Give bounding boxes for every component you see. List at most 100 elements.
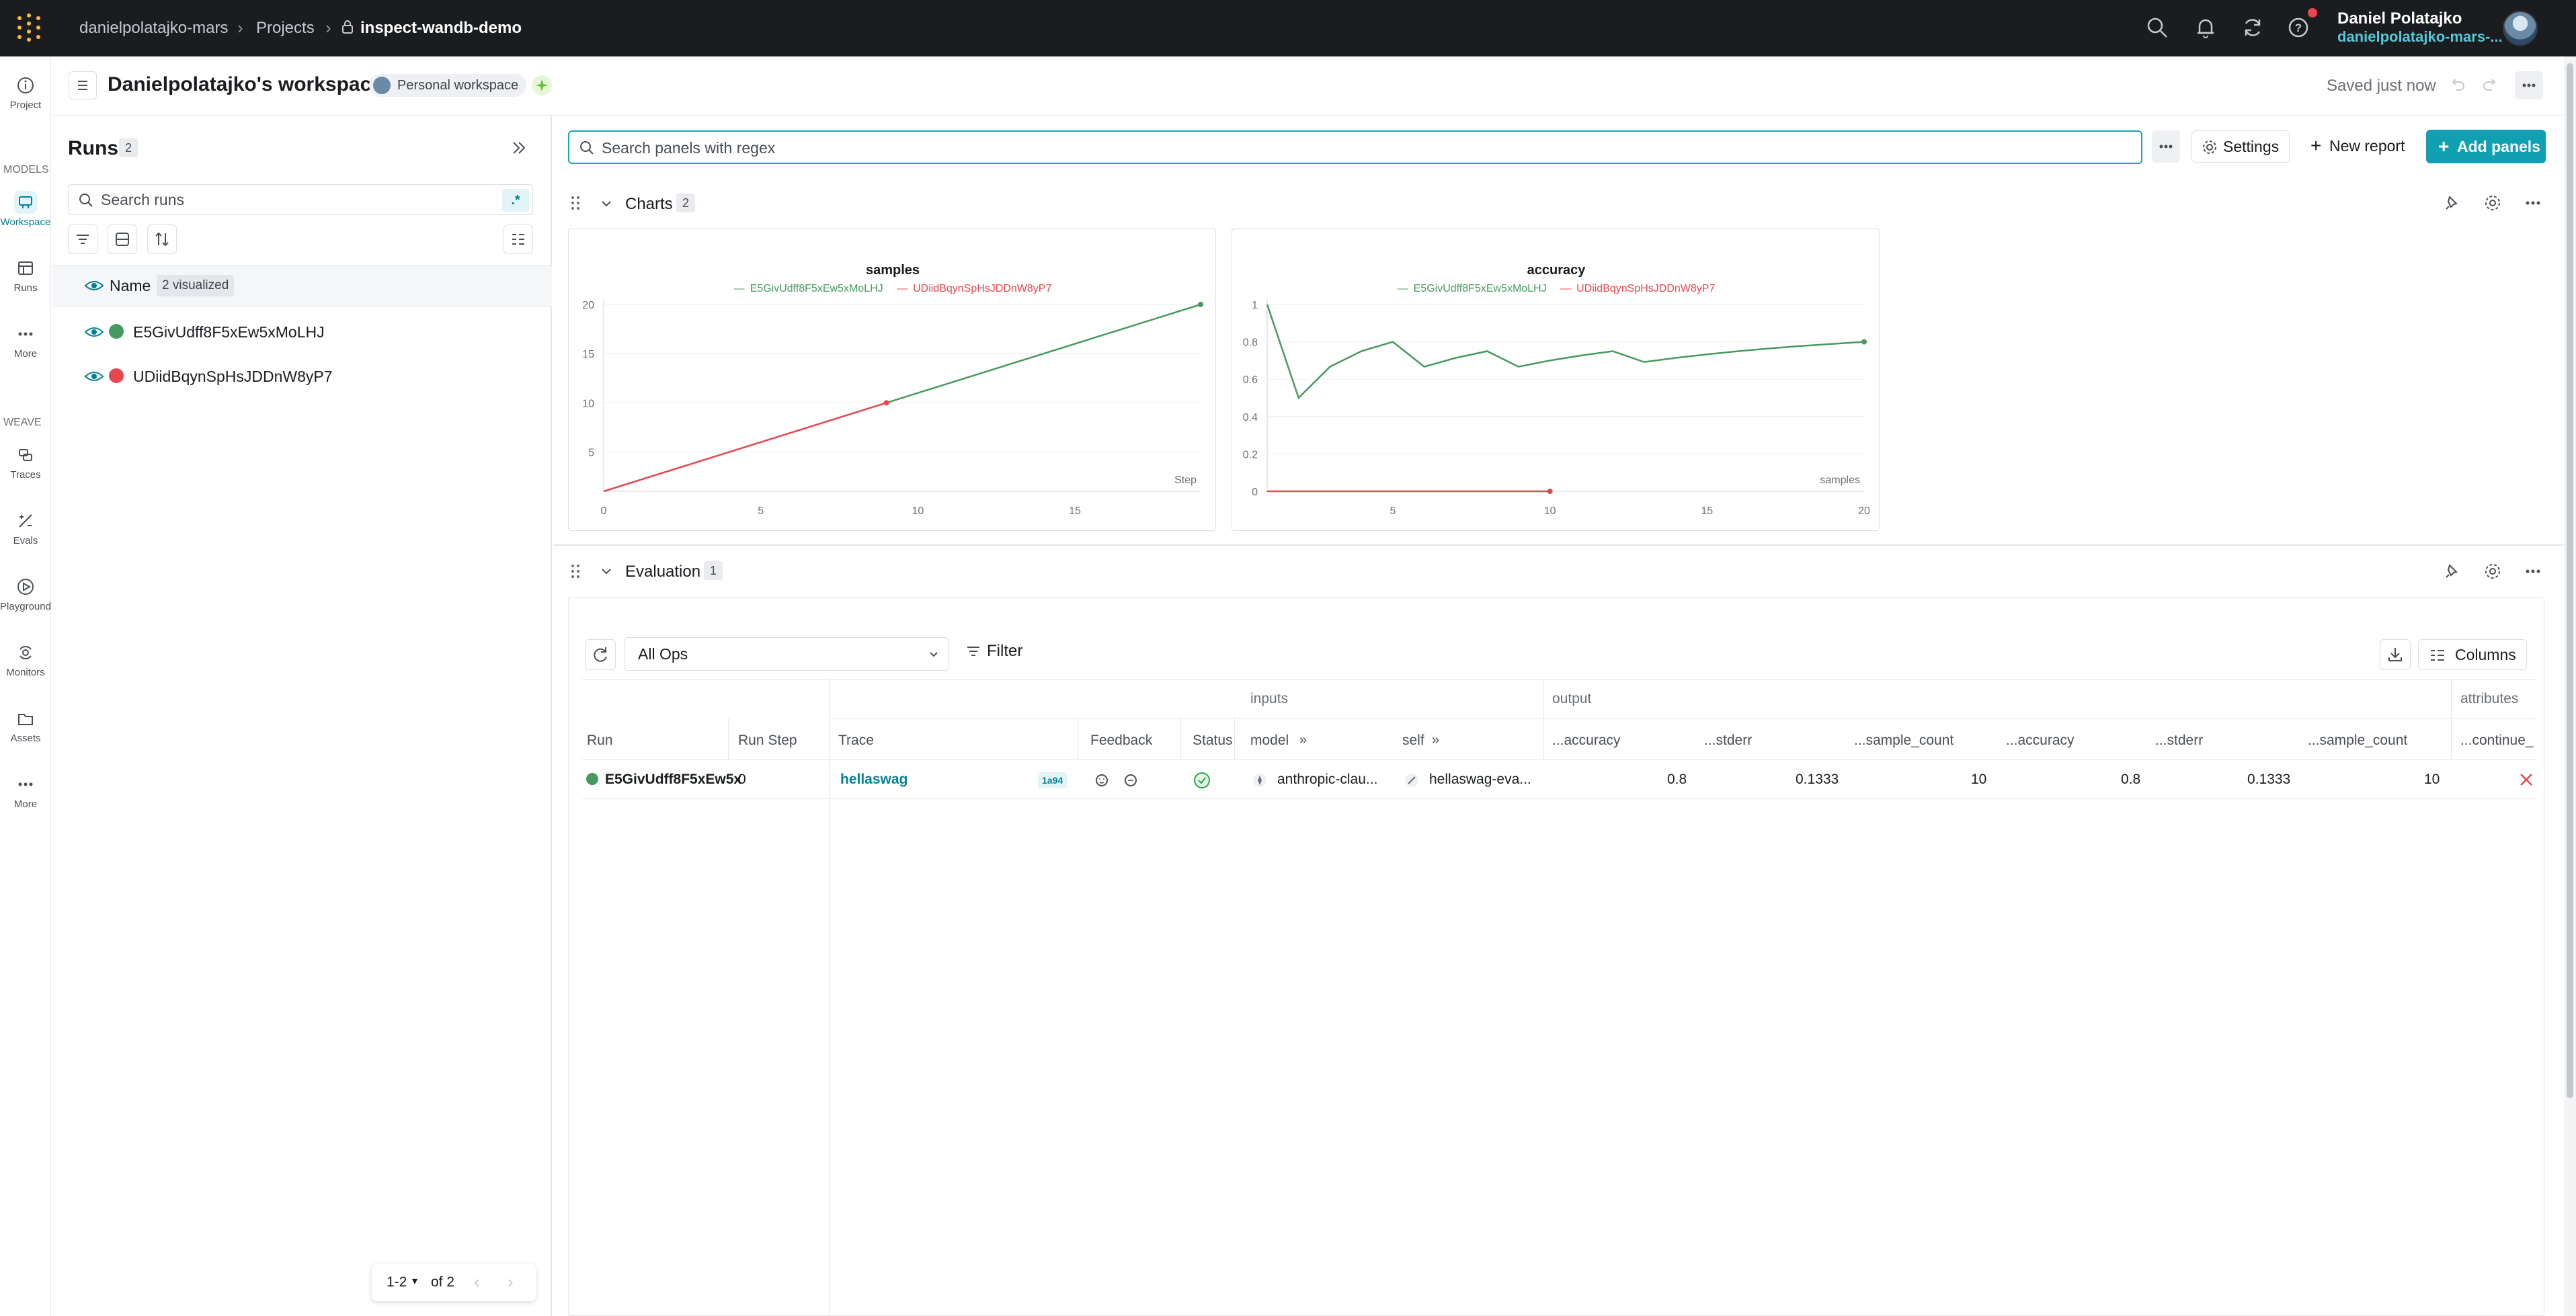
- main-scrollbar[interactable]: [2564, 56, 2576, 1316]
- nav-playground[interactable]: Playground: [0, 575, 51, 612]
- column-header-continue[interactable]: ...continue_: [2460, 733, 2534, 748]
- refresh-button[interactable]: [585, 639, 616, 670]
- nav-traces[interactable]: Traces: [0, 444, 51, 481]
- run-row[interactable]: UDiidBqynSpHsJDDnW8yP7: [52, 354, 552, 398]
- filter-runs-button[interactable]: [68, 224, 97, 254]
- sparkle-icon[interactable]: [532, 75, 552, 95]
- avatar[interactable]: [2503, 11, 2538, 46]
- sidebar-toggle-button[interactable]: [69, 71, 97, 99]
- more-dots-icon[interactable]: [2524, 194, 2542, 212]
- breadcrumb-projects[interactable]: Projects: [256, 19, 315, 37]
- search-panels-input[interactable]: [602, 138, 2081, 157]
- column-header-stderr[interactable]: ...stderr: [1704, 733, 1753, 748]
- gear-icon[interactable]: [2483, 194, 2502, 212]
- evaluation-section-title[interactable]: Evaluation: [625, 563, 701, 581]
- drag-handle-icon[interactable]: [570, 195, 581, 211]
- help-icon[interactable]: ?: [2286, 15, 2311, 40]
- pin-icon[interactable]: [2443, 562, 2462, 581]
- columns-layout-button[interactable]: [504, 224, 533, 254]
- column-header-sample-count[interactable]: ...sample_count: [2308, 733, 2408, 748]
- gear-icon[interactable]: [2483, 562, 2502, 581]
- eye-icon[interactable]: [84, 368, 104, 384]
- workspace-badge[interactable]: Personal workspace: [369, 74, 527, 97]
- column-header-run[interactable]: Run: [587, 733, 613, 748]
- nav-workspace[interactable]: Workspace: [0, 191, 51, 228]
- chart-panel-samples[interactable]: samples — E5GivUdff8F5xEw5xMoLHJ — UDiidBq…: [568, 229, 1216, 531]
- run-name[interactable]: UDiidBqynSpHsJDDnW8yP7: [133, 368, 333, 385]
- settings-button[interactable]: Settings: [2191, 130, 2290, 163]
- page-range-select[interactable]: 1-2: [387, 1274, 407, 1290]
- search-icon[interactable]: [2144, 15, 2170, 40]
- column-header-feedback[interactable]: Feedback: [1090, 733, 1153, 748]
- regex-toggle-button[interactable]: .*: [502, 189, 529, 212]
- charts-section-title[interactable]: Charts: [625, 195, 673, 213]
- new-report-button[interactable]: + New report: [2298, 130, 2418, 163]
- scrollbar-thumb[interactable]: [2567, 63, 2573, 1098]
- panels-more-button[interactable]: [2152, 130, 2180, 163]
- columns-button[interactable]: Columns: [2418, 639, 2527, 670]
- row-model[interactable]: anthropic-clau...: [1277, 772, 1378, 787]
- search-runs-input[interactable]: [101, 190, 477, 209]
- run-color-dot[interactable]: [109, 368, 124, 383]
- user-org[interactable]: danielpolatajko-mars-...: [2337, 28, 2503, 45]
- comment-icon[interactable]: [1122, 772, 1139, 789]
- column-header-trace[interactable]: Trace: [838, 733, 874, 748]
- ops-select[interactable]: All Ops: [624, 637, 949, 671]
- nav-runs[interactable]: Runs: [0, 257, 51, 294]
- group-runs-button[interactable]: [108, 224, 137, 254]
- nav-more-models[interactable]: More: [0, 323, 51, 360]
- nav-more-weave[interactable]: More: [0, 773, 51, 810]
- trace-version-tag[interactable]: 1a94: [1038, 772, 1068, 788]
- redo-icon[interactable]: [2481, 74, 2501, 94]
- run-color-dot[interactable]: [109, 324, 124, 339]
- name-column-header[interactable]: Name: [110, 277, 151, 294]
- column-header-accuracy[interactable]: ...accuracy: [1552, 733, 1621, 748]
- bell-icon[interactable]: [2193, 15, 2218, 40]
- column-header-sample-count[interactable]: ...sample_count: [1854, 733, 1954, 748]
- wandb-logo-icon[interactable]: [15, 13, 44, 43]
- legend-label[interactable]: E5GivUdff8F5xEw5xMoLHJ: [750, 283, 883, 294]
- legend-label[interactable]: E5GivUdff8F5xEw5xMoLHJ: [1413, 283, 1547, 294]
- chevron-down-icon[interactable]: [600, 197, 613, 210]
- breadcrumb-project[interactable]: inspect-wandb-demo: [360, 19, 522, 37]
- next-page-icon[interactable]: ›: [508, 1272, 514, 1292]
- refresh-icon[interactable]: [2240, 15, 2265, 40]
- add-panels-button[interactable]: + Add panels: [2426, 130, 2546, 163]
- pin-icon[interactable]: [2443, 194, 2462, 212]
- chevron-down-icon[interactable]: ▾: [412, 1276, 418, 1287]
- row-self[interactable]: hellaswag-eva...: [1429, 772, 1531, 787]
- collapse-double-chevron-icon[interactable]: [507, 136, 531, 160]
- nav-project[interactable]: Project: [0, 74, 51, 111]
- chart-panel-accuracy[interactable]: accuracy — E5GivUdff8F5xEw5xMoLHJ — UDiidB…: [1232, 229, 1880, 531]
- breadcrumb-org[interactable]: danielpolatajko-mars: [79, 19, 229, 37]
- add-reaction-icon[interactable]: [1094, 772, 1111, 789]
- prev-page-icon[interactable]: ‹: [474, 1272, 480, 1292]
- column-header-accuracy[interactable]: ...accuracy: [2006, 733, 2075, 748]
- run-row[interactable]: E5GivUdff8F5xEw5xMoLHJ: [52, 309, 552, 354]
- column-header-stderr[interactable]: ...stderr: [2155, 733, 2204, 748]
- sort-runs-button[interactable]: [147, 224, 177, 254]
- legend-label[interactable]: UDiidBqynSpHsJDDnW8yP7: [913, 283, 1052, 294]
- row-run-name[interactable]: E5GivUdff8F5xEw5x: [605, 772, 742, 787]
- undo-icon[interactable]: [2447, 74, 2467, 94]
- column-header-model[interactable]: model: [1250, 733, 1289, 748]
- column-header-self[interactable]: self: [1402, 733, 1424, 748]
- expand-double-chevron-icon[interactable]: »: [1299, 733, 1307, 747]
- nav-assets[interactable]: Assets: [0, 707, 51, 744]
- user-name[interactable]: Daniel Polatajko: [2337, 9, 2462, 28]
- row-trace-link[interactable]: hellaswag: [840, 772, 908, 787]
- legend-label[interactable]: UDiidBqynSpHsJDDnW8yP7: [1576, 283, 1716, 294]
- run-name[interactable]: E5GivUdff8F5xEw5xMoLHJ: [133, 323, 325, 341]
- nav-evals[interactable]: Evals: [0, 509, 51, 546]
- chevron-down-icon[interactable]: [600, 565, 613, 578]
- nav-monitors[interactable]: Monitors: [0, 641, 51, 678]
- more-dots-icon[interactable]: [2524, 562, 2542, 581]
- drag-handle-icon[interactable]: [570, 563, 581, 579]
- eye-icon[interactable]: [84, 324, 104, 340]
- column-header-run-step[interactable]: Run Step: [738, 733, 797, 748]
- download-button[interactable]: [2380, 639, 2411, 670]
- workspace-more-button[interactable]: [2515, 71, 2543, 99]
- column-header-status[interactable]: Status: [1193, 733, 1233, 748]
- expand-double-chevron-icon[interactable]: »: [1432, 733, 1440, 747]
- eye-icon[interactable]: [84, 278, 104, 294]
